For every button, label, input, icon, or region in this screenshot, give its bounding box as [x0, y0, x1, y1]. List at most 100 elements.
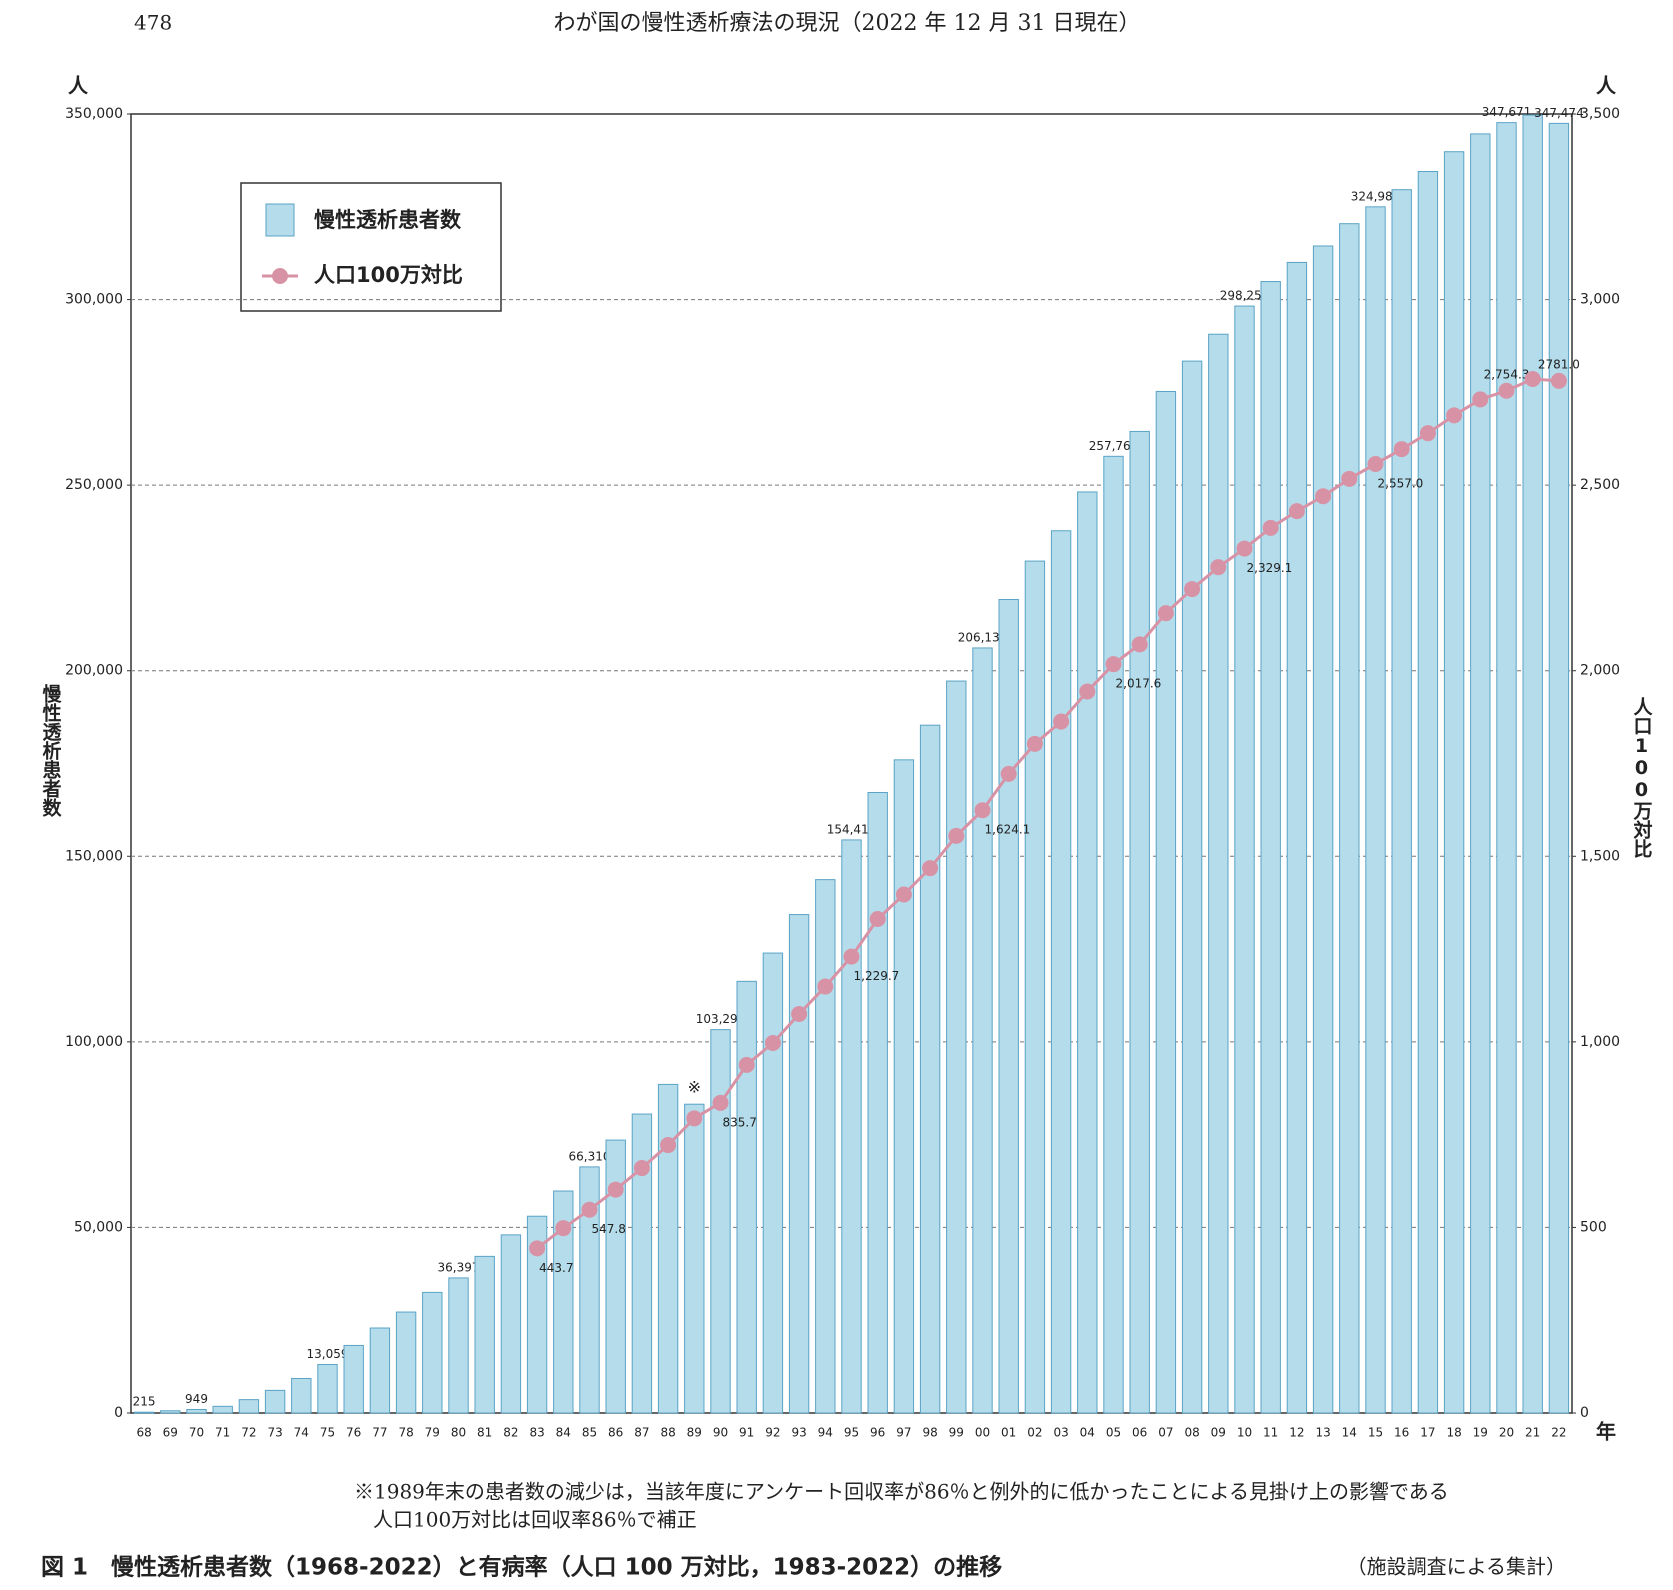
y-tick-label: 250,000 [65, 477, 123, 493]
x-tick-label: 18 [1446, 1426, 1461, 1440]
x-tick-label: 01 [1001, 1426, 1016, 1440]
bar [788, 914, 810, 1414]
x-tick-label: 10 [1237, 1426, 1252, 1440]
bar [1024, 560, 1046, 1414]
line-marker [660, 1137, 677, 1154]
x-tick-label: 15 [1368, 1426, 1383, 1440]
x-tick-label: 84 [556, 1426, 571, 1440]
x-tick-label: 19 [1473, 1426, 1488, 1440]
bar [186, 1408, 207, 1414]
line-marker [817, 978, 834, 995]
x-tick-label: 04 [1080, 1426, 1095, 1440]
page-header: わが国の慢性透析療法の現況（2022 年 12 月 31 日現在） [554, 11, 1141, 36]
y-tick-label: 350,000 [65, 106, 123, 122]
x-tick-label: 86 [608, 1426, 623, 1440]
bar [684, 1103, 705, 1414]
bar-label: 103,296 [696, 1012, 746, 1026]
bar-label: 347,474 [1534, 106, 1584, 120]
bar [1129, 430, 1150, 1414]
x-tick-label: 69 [163, 1426, 178, 1440]
bar [1234, 305, 1255, 1414]
bar-label: 347,671 [1482, 105, 1532, 119]
bar-label: 215 [133, 1395, 156, 1409]
bar [1208, 333, 1229, 1414]
line-marker [791, 1006, 808, 1023]
line-label: 835.7 [723, 1115, 757, 1129]
bar-label: 257,765 [1089, 439, 1139, 453]
x-tick-label: 77 [372, 1426, 387, 1440]
y-tick-label: 200,000 [65, 663, 123, 679]
line-marker [764, 1034, 781, 1051]
x-tick-label: 13 [1315, 1426, 1330, 1440]
bar [1155, 390, 1177, 1414]
line-marker [633, 1160, 650, 1177]
x-tick-label: 82 [503, 1426, 518, 1440]
bar [264, 1389, 286, 1414]
x-tick-label: 98 [922, 1426, 937, 1440]
line-label: 1,229.7 [854, 969, 900, 983]
x-tick-label: 81 [477, 1426, 492, 1440]
bar-label: 66,310 [569, 1149, 611, 1163]
x-tick-label: 75 [320, 1426, 335, 1440]
legend-box [240, 182, 502, 312]
line-marker [1026, 735, 1043, 752]
bar [710, 1029, 731, 1414]
bar [343, 1344, 364, 1414]
line-marker [581, 1201, 598, 1218]
y2-tick-label: 2,500 [1580, 477, 1620, 493]
x-tick-label: 68 [136, 1426, 151, 1440]
x-tick-label: 93 [791, 1426, 806, 1440]
bar [526, 1215, 548, 1414]
x-tick-label: 88 [660, 1426, 675, 1440]
line-label: 2,557.0 [1378, 476, 1424, 490]
line-marker [1288, 503, 1305, 520]
line-marker [843, 948, 860, 965]
y2-unit: 人 [1596, 74, 1617, 98]
line-marker [1236, 540, 1253, 557]
y-tick-label: 300,000 [65, 292, 123, 308]
x-tick-label: 83 [529, 1426, 544, 1440]
x-tick-label: 03 [1053, 1426, 1068, 1440]
source: （施設調査による集計） [1347, 1555, 1566, 1579]
bar [946, 680, 967, 1414]
line-marker [712, 1094, 729, 1111]
bar [1365, 206, 1386, 1414]
bar [1103, 455, 1124, 1414]
bar-label: 949 [185, 1392, 208, 1406]
line-marker [555, 1220, 572, 1237]
bar [841, 839, 862, 1414]
caption: 図 1 慢性透析患者数（1968-2022）と有病率（人口 100 万対比，19… [41, 1554, 1002, 1581]
bar [605, 1139, 626, 1414]
line-marker [1367, 455, 1384, 472]
x-tick-label: 06 [1132, 1426, 1147, 1440]
line-marker [1262, 519, 1279, 536]
bar [815, 879, 836, 1414]
bar [395, 1311, 417, 1414]
bar [369, 1327, 391, 1414]
page-number: 478 [134, 11, 172, 35]
bar-label: 324,986 [1351, 189, 1401, 203]
line-marker [1000, 765, 1017, 782]
x-tick-label: 94 [818, 1426, 833, 1440]
bar [1496, 122, 1517, 1414]
bar [1181, 360, 1203, 1414]
x-tick-label: 20 [1499, 1426, 1514, 1440]
line-marker [686, 1110, 703, 1127]
bar [657, 1083, 679, 1414]
line-marker [1157, 605, 1174, 622]
line-marker [869, 911, 886, 928]
x-tick-label: 90 [713, 1426, 728, 1440]
bar [972, 647, 993, 1414]
line-marker [1341, 470, 1358, 487]
line-label: 547.8 [592, 1222, 626, 1236]
x-tick-label: 11 [1263, 1426, 1278, 1440]
footnote: 人口100万対比は回収率86％で補正 [373, 1508, 697, 1532]
line-marker [1053, 713, 1070, 730]
bar [133, 1411, 155, 1414]
bar [1417, 171, 1439, 1414]
line-marker [974, 802, 991, 819]
bar [893, 759, 915, 1414]
bar [1077, 491, 1098, 1414]
bar [867, 791, 888, 1414]
